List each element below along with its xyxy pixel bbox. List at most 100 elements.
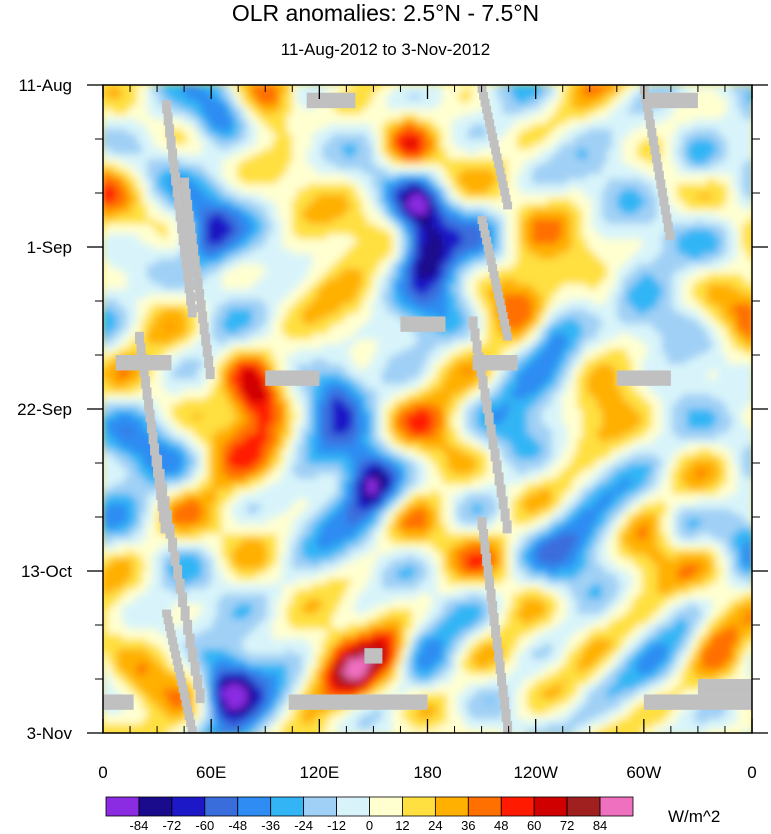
field-cell [722, 94, 729, 101]
field-cell [547, 144, 554, 151]
field-cell [737, 209, 744, 216]
field-cell [332, 109, 339, 116]
field-cell [707, 164, 714, 171]
field-cell [552, 244, 559, 251]
field-cell [527, 224, 534, 231]
field-cell [407, 219, 414, 226]
field-cell [577, 249, 584, 256]
field-cell [632, 259, 639, 266]
field-cell [652, 199, 659, 206]
field-cell [272, 219, 279, 226]
field-cell [252, 269, 259, 276]
field-cell [282, 124, 289, 131]
field-cell [332, 154, 339, 161]
field-cell [242, 199, 249, 206]
field-cell [492, 194, 499, 201]
field-cell [382, 219, 389, 226]
field-cell [482, 189, 489, 196]
field-cell [272, 224, 279, 231]
field-cell [172, 209, 179, 216]
field-cell [157, 89, 164, 96]
field-cell [582, 254, 589, 261]
field-cell [232, 94, 239, 101]
field-cell [137, 99, 144, 106]
field-cell [432, 99, 439, 106]
field-cell [597, 179, 604, 186]
field-cell [502, 269, 509, 276]
field-cell [587, 269, 594, 276]
field-cell [132, 209, 139, 216]
field-cell [702, 239, 709, 246]
field-cell [192, 224, 199, 231]
field-cell [127, 149, 134, 156]
field-cell [697, 244, 704, 251]
field-cell [142, 229, 149, 236]
field-cell [602, 244, 609, 251]
field-cell [722, 134, 729, 141]
field-cell [227, 154, 234, 161]
field-cell [667, 154, 674, 161]
field-cell [342, 264, 349, 271]
field-cell [577, 269, 584, 276]
field-cell [437, 204, 444, 211]
field-cell [322, 184, 329, 191]
field-cell [227, 209, 234, 216]
field-cell [447, 244, 454, 251]
field-cell [262, 149, 269, 156]
field-cell [697, 114, 704, 121]
field-cell [627, 129, 634, 136]
field-cell [382, 139, 389, 146]
field-cell [227, 224, 234, 231]
field-cell [642, 179, 649, 186]
field-cell [572, 164, 579, 171]
field-cell [332, 174, 339, 181]
field-cell [157, 184, 164, 191]
field-cell [447, 224, 454, 231]
field-cell [472, 119, 479, 126]
field-cell [127, 94, 134, 101]
field-cell [372, 229, 379, 236]
field-cell [737, 169, 744, 176]
field-cell [747, 214, 752, 221]
field-cell [542, 204, 549, 211]
field-cell [337, 174, 344, 181]
field-cell [707, 149, 714, 156]
field-cell [297, 149, 304, 156]
field-cell [712, 184, 719, 191]
field-cell [727, 189, 734, 196]
field-cell [552, 99, 559, 106]
field-cell [737, 159, 744, 166]
field-cell [287, 109, 294, 116]
field-cell [572, 119, 579, 126]
field-cell [437, 239, 444, 246]
field-cell [222, 254, 229, 261]
field-cell [647, 159, 654, 166]
field-cell [467, 209, 474, 216]
field-cell [207, 154, 214, 161]
field-cell [682, 204, 689, 211]
field-cell [367, 114, 374, 121]
field-cell [462, 189, 469, 196]
field-cell [652, 244, 659, 251]
field-cell [162, 239, 169, 246]
field-cell [692, 224, 699, 231]
field-cell [707, 209, 714, 216]
field-cell [532, 99, 539, 106]
field-cell [602, 85, 609, 91]
field-cell [117, 229, 124, 236]
field-cell [612, 119, 619, 126]
field-cell [602, 254, 609, 261]
field-cell [477, 259, 484, 266]
field-cell [552, 214, 559, 221]
field-cell [387, 214, 394, 221]
field-cell [377, 99, 384, 106]
field-cell [187, 154, 194, 161]
field-cell [512, 129, 519, 136]
field-cell [272, 85, 279, 91]
field-cell [342, 249, 349, 256]
field-cell [397, 254, 404, 261]
field-cell [242, 159, 249, 166]
field-cell [302, 109, 309, 116]
field-cell [377, 129, 384, 136]
field-cell [572, 104, 579, 111]
